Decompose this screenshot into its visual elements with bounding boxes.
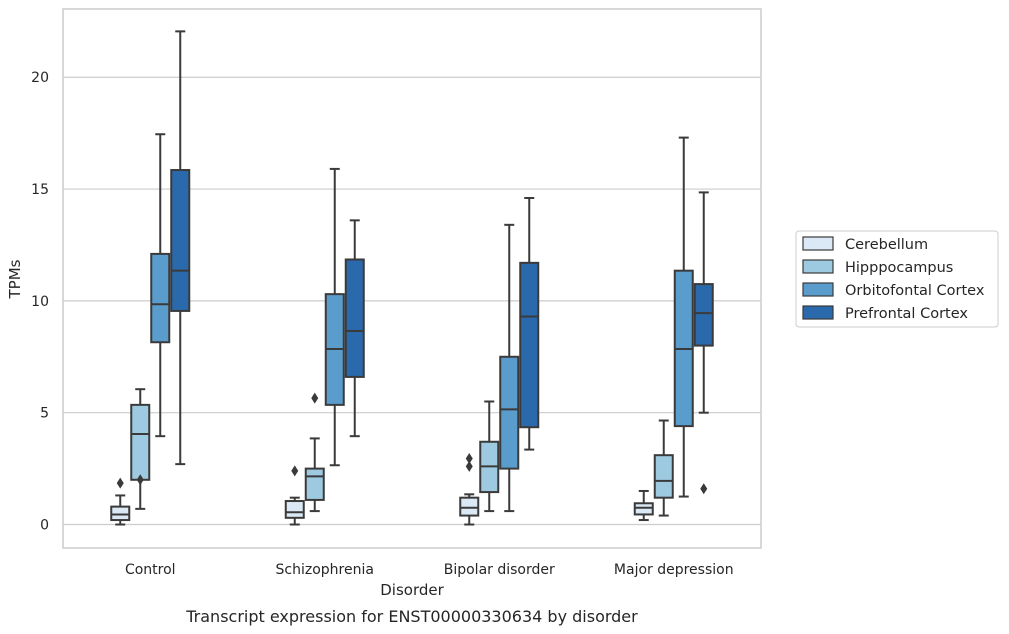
box-groups bbox=[110, 30, 714, 526]
x-tick-label: Control bbox=[125, 562, 176, 578]
outlier-point bbox=[700, 483, 708, 495]
plot-area-frame bbox=[62, 8, 762, 549]
box bbox=[324, 167, 345, 467]
x-tick-label: Major depression bbox=[614, 562, 734, 578]
y-axis-ticks: 0 5 10 15 20 bbox=[31, 70, 49, 533]
box bbox=[633, 489, 654, 522]
box bbox=[170, 30, 191, 466]
category-group bbox=[110, 30, 191, 526]
box bbox=[344, 219, 365, 438]
legend-item: Hipppocampus bbox=[802, 259, 953, 276]
box bbox=[673, 136, 694, 498]
category-group bbox=[459, 196, 540, 526]
y-tick-label: 10 bbox=[31, 294, 49, 310]
category-group bbox=[284, 167, 365, 526]
box-body bbox=[170, 169, 191, 312]
outlier-point bbox=[465, 460, 473, 472]
box-body bbox=[633, 502, 654, 516]
box-body bbox=[150, 252, 171, 344]
box-body bbox=[344, 258, 365, 378]
legend: Cerebellum Hipppocampus Orbitofontal Corte… bbox=[795, 230, 999, 328]
legend-label: Hipppocampus bbox=[845, 260, 953, 276]
y-axis-label: TPMs bbox=[6, 259, 24, 299]
box-body bbox=[653, 454, 674, 499]
legend-label: Cerebellum bbox=[845, 237, 928, 253]
box bbox=[284, 465, 305, 526]
box bbox=[130, 388, 151, 510]
box bbox=[459, 453, 480, 526]
legend-item: Orbitofontal Cortex bbox=[802, 282, 985, 299]
y-tick-label: 5 bbox=[40, 406, 49, 422]
box bbox=[693, 191, 714, 495]
category-group bbox=[633, 136, 714, 522]
box-body bbox=[499, 355, 520, 470]
box-body bbox=[459, 496, 480, 517]
legend-swatch bbox=[802, 236, 834, 251]
outlier-point bbox=[311, 392, 319, 404]
box-body bbox=[519, 261, 540, 429]
legend-swatch bbox=[802, 305, 834, 320]
box-body bbox=[130, 403, 151, 481]
legend-frame bbox=[795, 230, 999, 328]
chart-caption: Transcript expression for ENST0000033063… bbox=[185, 607, 638, 626]
y-tick-label: 0 bbox=[40, 518, 49, 534]
x-axis-label: Disorder bbox=[380, 581, 444, 599]
box bbox=[499, 223, 520, 513]
box-body bbox=[693, 283, 714, 347]
legend-items: Cerebellum Hipppocampus Orbitofontal Corte… bbox=[802, 236, 985, 322]
box bbox=[519, 196, 540, 451]
box-body bbox=[284, 500, 305, 519]
x-tick-label: Schizophrenia bbox=[276, 562, 374, 578]
legend-label: Orbitofontal Cortex bbox=[845, 283, 985, 299]
outlier-point bbox=[465, 453, 473, 465]
outlier-point bbox=[136, 474, 144, 486]
box bbox=[479, 400, 500, 513]
x-tick-label: Bipolar disorder bbox=[444, 562, 555, 578]
legend-item: Cerebellum bbox=[802, 236, 928, 253]
box-body bbox=[304, 467, 325, 501]
box bbox=[110, 477, 131, 526]
legend-swatch bbox=[802, 282, 834, 297]
box-body bbox=[110, 505, 131, 522]
legend-item: Prefrontal Cortex bbox=[802, 305, 968, 322]
y-tick-label: 20 bbox=[31, 70, 49, 86]
x-axis-ticks: Control Schizophrenia Bipolar disorder Majo… bbox=[125, 562, 734, 578]
outlier-point bbox=[116, 477, 124, 489]
legend-label: Prefrontal Cortex bbox=[845, 306, 968, 322]
outlier-point bbox=[291, 465, 299, 477]
box bbox=[304, 392, 325, 513]
box bbox=[150, 133, 171, 438]
box bbox=[653, 419, 674, 517]
y-tick-label: 15 bbox=[31, 182, 49, 198]
legend-swatch bbox=[802, 259, 834, 274]
